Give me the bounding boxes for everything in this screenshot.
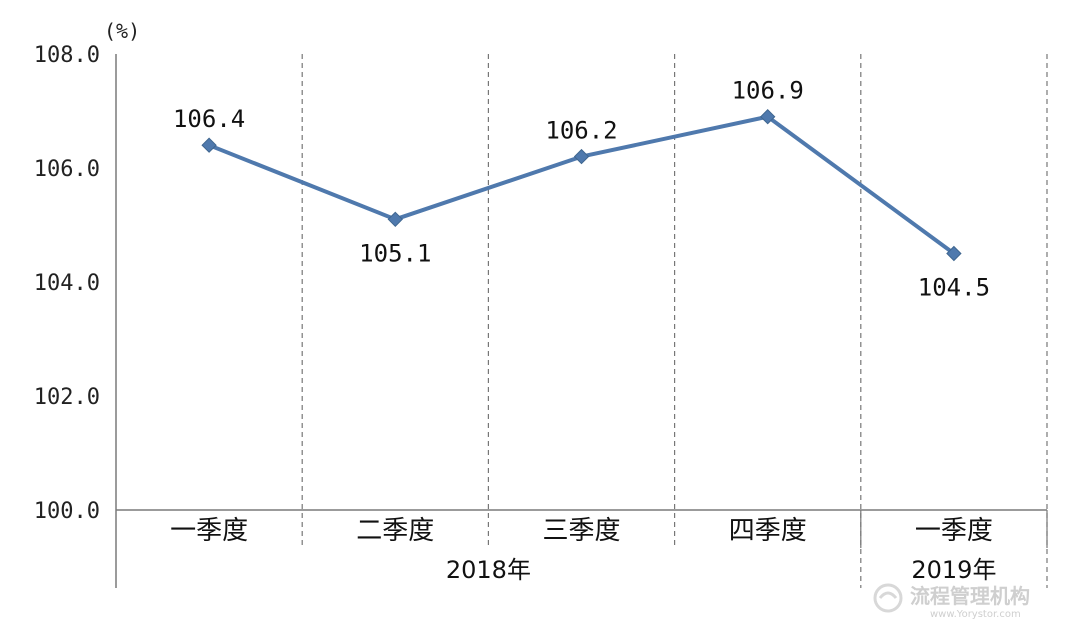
category-label: 一季度 xyxy=(915,516,993,546)
y-tick-label: 102.0 xyxy=(34,385,100,410)
data-points xyxy=(201,108,962,262)
category-labels: 一季度 二季度 三季度 四季度 一季度 xyxy=(170,516,993,546)
year-label: 2019年 xyxy=(911,556,996,584)
quarter-separators xyxy=(301,54,1048,588)
y-tick-label: 104.0 xyxy=(34,271,100,296)
category-label: 一季度 xyxy=(170,516,248,546)
y-tick-label: 108.0 xyxy=(34,43,100,68)
y-tick-label: 100.0 xyxy=(34,499,100,524)
data-label: 106.4 xyxy=(173,105,245,133)
watermark-text: 流程管理机构 xyxy=(910,584,1030,608)
data-point xyxy=(201,137,217,153)
data-label: 106.9 xyxy=(732,77,804,105)
data-point xyxy=(946,245,962,262)
data-point xyxy=(759,108,776,125)
data-point xyxy=(573,148,590,165)
y-tick-label: 106.0 xyxy=(34,157,100,182)
category-label: 四季度 xyxy=(729,516,807,546)
y-tick-labels: 100.0 102.0 104.0 106.0 108.0 xyxy=(34,43,100,524)
data-label: 105.1 xyxy=(359,239,431,267)
category-label: 二季度 xyxy=(356,516,434,546)
axes xyxy=(115,54,1047,588)
data-point xyxy=(387,211,404,228)
data-label: 106.2 xyxy=(545,117,617,145)
watermark-url: www.Yorystor.com xyxy=(930,609,1021,620)
data-label: 104.5 xyxy=(918,274,990,302)
y-unit-label: (%) xyxy=(104,19,140,43)
year-label: 2018年 xyxy=(446,556,531,584)
watermark: 流程管理机构 www.Yorystor.com xyxy=(873,583,1030,620)
category-label: 三季度 xyxy=(542,516,620,546)
data-labels: 106.4 105.1 106.2 106.9 104.5 xyxy=(173,77,990,302)
year-labels: 2018年 2019年 xyxy=(446,556,997,584)
watermark-logo-icon xyxy=(873,583,903,613)
